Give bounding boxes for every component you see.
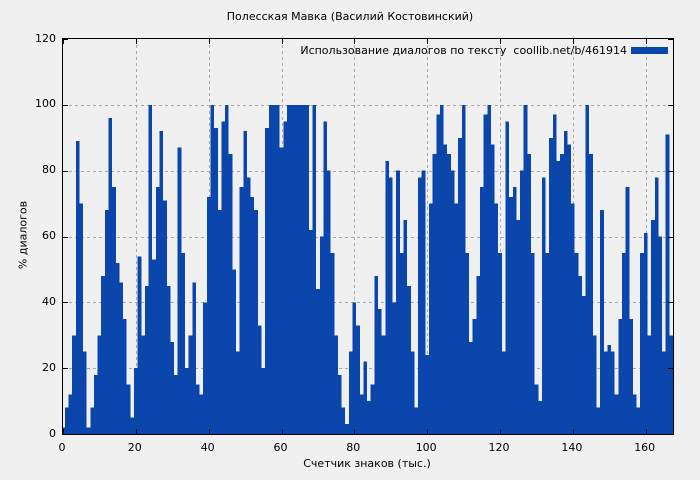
y-tick-label: 100: [35, 97, 56, 111]
legend: Использование диалогов по тексту coollib…: [300, 44, 668, 57]
y-tick-label: 0: [49, 426, 56, 440]
x-tick-mark: [645, 429, 647, 434]
y-tick-mark: [63, 170, 68, 172]
legend-swatch: [631, 47, 668, 54]
chart-title: Полесская Мавка (Василий Костовинский): [226, 10, 474, 23]
y-tick-mark: [63, 104, 68, 106]
y-tick-label: 40: [42, 294, 56, 308]
y-tick-label: 60: [42, 229, 56, 242]
gridline-horizontal: [63, 170, 673, 172]
x-tick-label: 40: [200, 441, 215, 454]
gridline-horizontal: [63, 104, 673, 106]
x-axis-label: Счетчик знаков (тыс.): [303, 457, 431, 470]
y-tick-mark: [63, 39, 68, 40]
x-tick-mark: [135, 429, 137, 434]
x-tick-mark-top: [645, 39, 647, 44]
y-tick-label: 80: [42, 163, 56, 177]
x-tick-label: 140: [561, 441, 583, 454]
x-tick-mark: [500, 429, 501, 434]
y-tick-mark-right: [668, 39, 673, 40]
y-tick-label: 20: [42, 360, 56, 374]
dialog-usage-series: [63, 104, 673, 434]
y-tick-mark-right: [668, 170, 673, 172]
y-tick-mark-right: [668, 368, 673, 370]
x-tick-label: 160: [634, 441, 656, 454]
x-tick-mark-top: [572, 39, 574, 44]
y-tick-mark: [63, 368, 68, 370]
x-tick-label: 80: [346, 441, 361, 454]
legend-label: Использование диалогов по тексту coollib…: [300, 44, 627, 57]
data-series-area: [63, 104, 673, 434]
x-tick-label: 120: [488, 441, 510, 454]
x-tick-mark: [427, 429, 429, 434]
y-tick-mark-right: [668, 302, 673, 304]
x-tick-mark: [208, 429, 210, 434]
y-tick-label: 120: [35, 31, 56, 45]
x-tick-label: 20: [127, 441, 142, 454]
y-tick-mark-right: [668, 104, 673, 106]
y-tick-mark-right: [668, 434, 673, 435]
x-tick-label: 100: [415, 441, 437, 454]
x-tick-mark-top: [135, 39, 137, 44]
y-tick-mark: [63, 434, 68, 435]
y-tick-mark-right: [668, 236, 673, 238]
x-tick-label: 60: [273, 441, 288, 454]
x-tick-mark-top: [354, 39, 356, 44]
x-tick-mark-top: [281, 39, 283, 44]
y-tick-mark: [63, 236, 68, 238]
x-tick-mark: [354, 429, 356, 434]
x-tick-mark-top: [208, 39, 210, 44]
y-tick-mark: [63, 302, 68, 304]
x-tick-mark-top: [427, 39, 429, 44]
x-tick-mark-top: [63, 39, 64, 44]
x-tick-mark: [63, 429, 64, 434]
x-tick-mark-top: [500, 39, 501, 44]
x-tick-label: 0: [58, 441, 66, 454]
plot-area: Использование диалогов по тексту coollib…: [62, 38, 674, 435]
gridline-horizontal: [63, 302, 673, 304]
gridline-horizontal: [63, 368, 673, 370]
gridline-horizontal: [63, 236, 673, 238]
x-tick-mark: [572, 429, 574, 434]
x-tick-mark: [281, 429, 283, 434]
